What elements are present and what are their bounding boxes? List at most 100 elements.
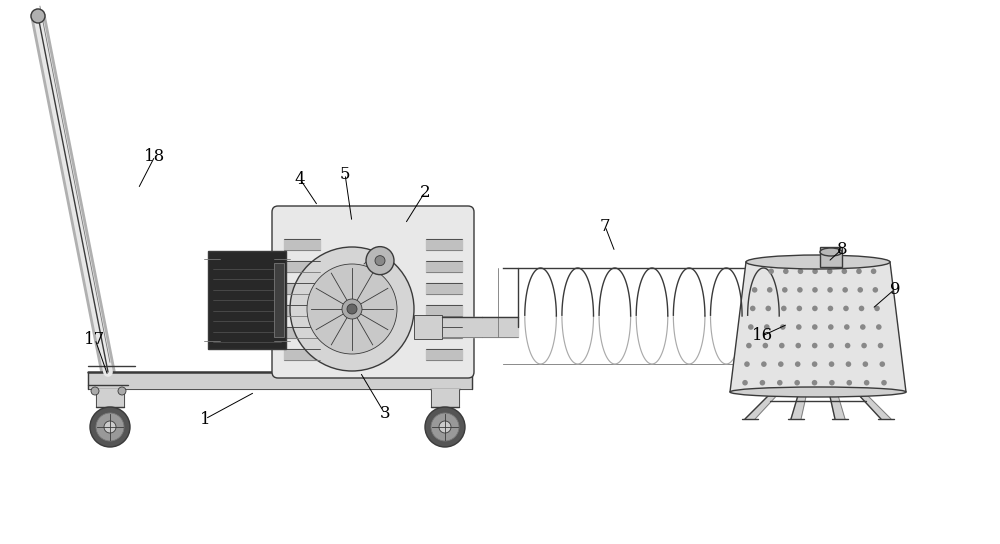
Polygon shape — [821, 364, 830, 366]
Circle shape — [104, 421, 116, 433]
Polygon shape — [820, 362, 840, 378]
Polygon shape — [820, 363, 837, 372]
Polygon shape — [820, 363, 839, 376]
Circle shape — [828, 343, 834, 348]
Circle shape — [812, 287, 818, 293]
Polygon shape — [820, 362, 840, 379]
Text: 5: 5 — [340, 165, 350, 182]
Polygon shape — [820, 362, 840, 382]
Circle shape — [846, 380, 852, 386]
Circle shape — [763, 343, 768, 348]
Circle shape — [750, 306, 756, 311]
Text: 7: 7 — [600, 218, 610, 234]
Text: 17: 17 — [84, 331, 106, 348]
Polygon shape — [821, 363, 835, 369]
Circle shape — [861, 343, 867, 348]
Circle shape — [846, 361, 851, 367]
Circle shape — [878, 343, 883, 348]
Circle shape — [748, 324, 754, 330]
Circle shape — [827, 287, 833, 293]
Polygon shape — [821, 364, 831, 367]
Circle shape — [761, 361, 767, 367]
Polygon shape — [820, 362, 839, 378]
Circle shape — [777, 380, 783, 386]
Polygon shape — [821, 364, 827, 365]
Circle shape — [796, 324, 802, 330]
Polygon shape — [821, 364, 829, 366]
Bar — [820, 247, 842, 267]
Polygon shape — [821, 364, 830, 366]
Circle shape — [863, 361, 868, 367]
Circle shape — [812, 343, 818, 348]
Circle shape — [91, 387, 99, 395]
Polygon shape — [820, 363, 838, 375]
Circle shape — [752, 287, 757, 293]
Polygon shape — [791, 392, 807, 419]
Circle shape — [812, 324, 818, 330]
Circle shape — [347, 304, 357, 314]
Circle shape — [780, 324, 786, 330]
Text: 1: 1 — [200, 411, 210, 428]
Circle shape — [812, 306, 818, 311]
Circle shape — [794, 380, 800, 386]
Circle shape — [843, 306, 849, 311]
Polygon shape — [821, 364, 832, 367]
Polygon shape — [821, 363, 832, 367]
Circle shape — [795, 343, 801, 348]
Polygon shape — [820, 363, 839, 375]
Polygon shape — [821, 364, 831, 366]
Circle shape — [96, 413, 124, 441]
Circle shape — [812, 361, 817, 367]
Polygon shape — [821, 363, 833, 368]
Circle shape — [860, 324, 866, 330]
Circle shape — [859, 306, 864, 311]
Text: 4: 4 — [295, 170, 305, 188]
Polygon shape — [820, 363, 837, 373]
Polygon shape — [730, 262, 906, 392]
Polygon shape — [821, 363, 834, 369]
Circle shape — [874, 306, 880, 311]
Polygon shape — [821, 364, 829, 366]
Polygon shape — [821, 364, 828, 365]
Circle shape — [798, 269, 803, 274]
Polygon shape — [820, 363, 839, 375]
Polygon shape — [745, 392, 780, 419]
Polygon shape — [820, 363, 838, 374]
Bar — [274, 263, 284, 337]
Polygon shape — [821, 363, 833, 368]
Ellipse shape — [820, 248, 842, 256]
Polygon shape — [820, 363, 839, 376]
Polygon shape — [821, 363, 835, 370]
Circle shape — [844, 324, 850, 330]
Circle shape — [342, 299, 362, 319]
Circle shape — [797, 287, 803, 293]
Circle shape — [31, 9, 45, 23]
Text: 16: 16 — [751, 327, 773, 344]
Circle shape — [375, 256, 385, 265]
Text: 8: 8 — [837, 240, 847, 257]
Circle shape — [827, 269, 833, 274]
Polygon shape — [820, 363, 836, 371]
Polygon shape — [820, 362, 840, 381]
Circle shape — [778, 361, 784, 367]
Circle shape — [768, 269, 774, 274]
Polygon shape — [820, 363, 838, 373]
Circle shape — [829, 361, 834, 367]
Circle shape — [744, 361, 750, 367]
Circle shape — [783, 269, 789, 274]
Circle shape — [856, 269, 862, 274]
Circle shape — [431, 413, 459, 441]
Bar — [208, 251, 286, 349]
Circle shape — [439, 421, 451, 433]
Circle shape — [864, 380, 869, 386]
Circle shape — [812, 380, 817, 386]
Circle shape — [795, 361, 801, 367]
Polygon shape — [821, 363, 834, 368]
Polygon shape — [821, 363, 833, 368]
Circle shape — [366, 246, 394, 275]
Polygon shape — [821, 364, 828, 365]
Circle shape — [828, 324, 834, 330]
Circle shape — [90, 407, 130, 447]
Circle shape — [829, 380, 835, 386]
Circle shape — [742, 380, 748, 386]
